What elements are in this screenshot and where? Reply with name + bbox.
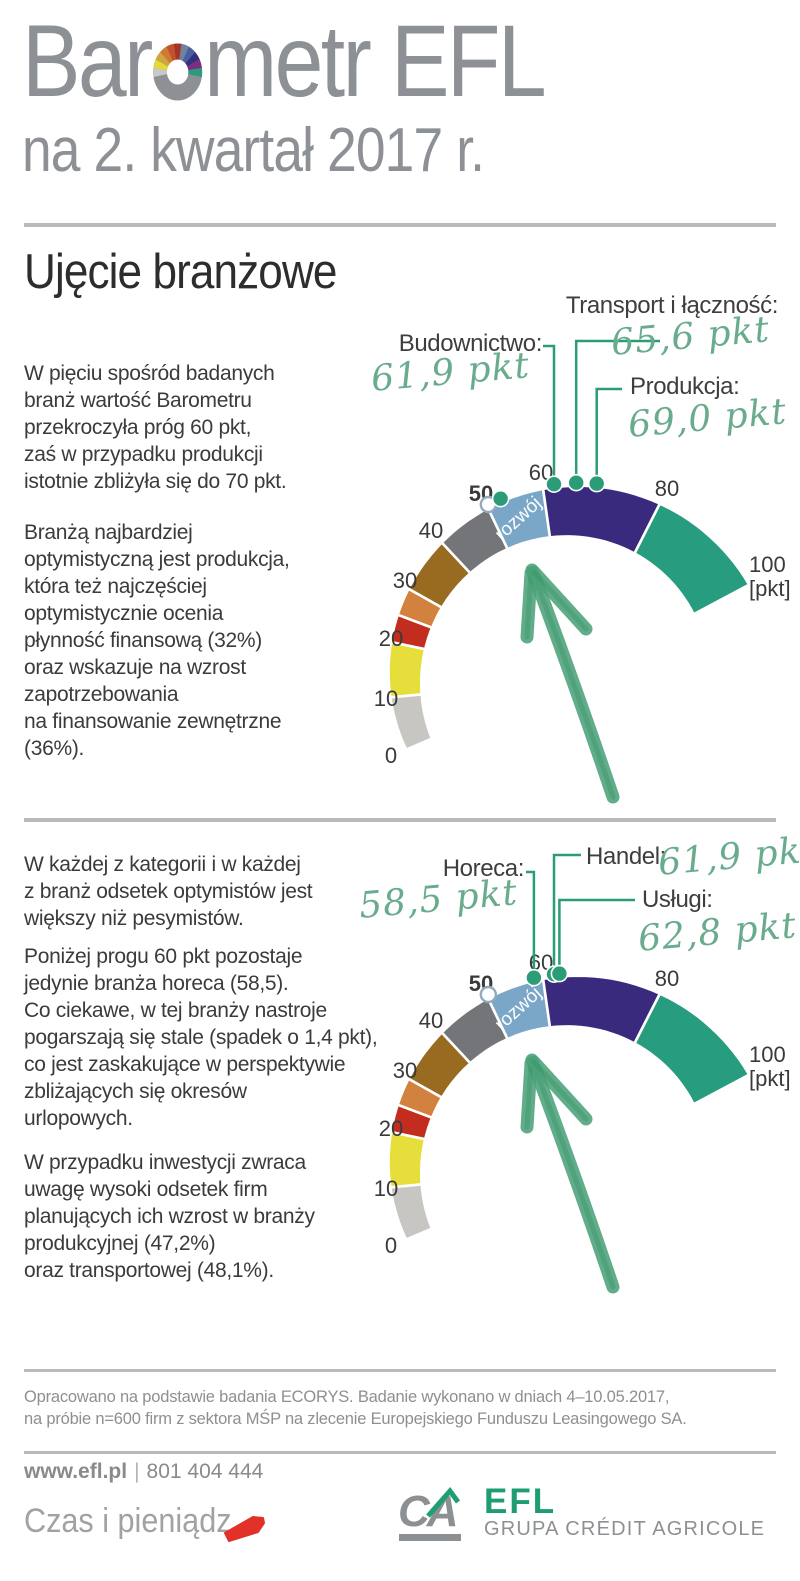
- title-part-post: metr EFL: [204, 4, 547, 118]
- tick-label-80: 80: [655, 966, 679, 991]
- tick-label-100: 100 [pkt]: [749, 1042, 791, 1091]
- red-swoosh-icon: [224, 1516, 265, 1542]
- leader-line: [543, 344, 556, 479]
- tick-label-80: 80: [655, 476, 679, 501]
- divider: [24, 818, 776, 822]
- section-title: Ujęcie branżowe: [24, 245, 337, 299]
- leader-line: [595, 387, 622, 478]
- sector-label-horeca: Horeca:: [442, 855, 525, 882]
- contact-line: www.efl.pl | 801 404 444: [24, 1460, 263, 1484]
- sector-marker: [525, 968, 543, 987]
- tick-label-100: 100 [pkt]: [749, 552, 791, 601]
- page-title: Bar metr EFL: [22, 4, 547, 118]
- sector-label-produkcja: Produkcja:: [630, 373, 740, 400]
- tick-label-0: 0: [385, 743, 397, 768]
- second-paragraph-2: Poniżej progu 60 pkt pozostaje jedynie b…: [24, 945, 378, 1130]
- tick-label-20: 20: [379, 626, 403, 651]
- divider: [24, 1451, 776, 1454]
- leader-line: [574, 339, 660, 477]
- barometer-o-icon: [152, 43, 202, 101]
- sector-marker: [550, 964, 569, 983]
- trend-arrow-icon: [520, 563, 620, 804]
- sector-label-uslugi: Usługi:: [642, 886, 713, 913]
- sector-marker: [491, 489, 510, 508]
- tick-label-20: 20: [379, 1116, 403, 1141]
- leader-line: [552, 853, 581, 969]
- page-subtitle: na 2. kwartał 2017 r.: [22, 116, 485, 185]
- methodology-note: Opracowano na podstawie badania ECORYS. …: [24, 1388, 687, 1428]
- second-paragraph-1: W każdej z kategorii i w każdej z branż …: [24, 853, 313, 930]
- sector-marker: [545, 475, 563, 494]
- intro-paragraph-2: Branżą najbardziej optymistyczną jest pr…: [24, 521, 290, 760]
- tick-label-40: 40: [419, 518, 443, 543]
- sector-label-transport: Transport i łączność:: [565, 292, 779, 319]
- tick-label-10: 10: [374, 686, 398, 711]
- tick-label-30: 30: [393, 1058, 417, 1083]
- tick-label-30: 30: [393, 568, 417, 593]
- gauge-segment: [632, 991, 752, 1107]
- divider: [24, 1369, 776, 1372]
- tick-label-40: 40: [419, 1008, 443, 1033]
- threshold-marker: [479, 985, 497, 1004]
- website-text: www.efl.pl: [24, 1460, 128, 1483]
- credit-agricole-group-text: GRUPA CRÉDIT AGRICOLE: [484, 1518, 766, 1540]
- gauge-segment: [632, 501, 752, 617]
- ca-logo-icon: CA: [398, 1487, 461, 1541]
- sector-label-handel: Handel:: [586, 843, 666, 870]
- tick-label-0: 0: [385, 1233, 397, 1258]
- tick-label-10: 10: [374, 1176, 398, 1201]
- second-paragraph-3: W przypadku inwestycji zwraca uwagę wyso…: [24, 1151, 315, 1282]
- leader-line: [558, 898, 635, 968]
- sector-marker: [587, 474, 606, 493]
- separator: |: [134, 1460, 140, 1483]
- divider: [24, 223, 776, 227]
- sector-label-budownictwo: Budownictwo:: [398, 330, 543, 357]
- efl-logo-text: EFL: [484, 1482, 557, 1521]
- intro-paragraph-1: W pięciu spośród badanych branż wartość …: [24, 362, 287, 493]
- sector-marker: [567, 473, 586, 492]
- leader-line: [526, 870, 536, 972]
- phone-number: 801 404 444: [146, 1460, 264, 1483]
- trend-arrow-icon: [520, 1053, 620, 1294]
- tagline-czas-i-pieniadz: Czas i pieniądz: [24, 1502, 232, 1540]
- title-part-pre: Bar: [22, 4, 153, 118]
